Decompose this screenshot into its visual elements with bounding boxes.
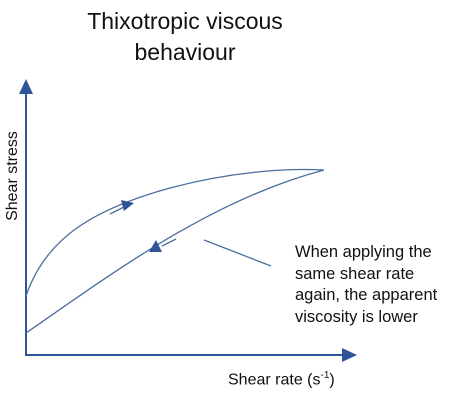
down-arrow-head bbox=[149, 240, 162, 252]
annotation-line-3: again, the apparent bbox=[295, 286, 438, 304]
down-curve bbox=[25, 169, 325, 334]
y-axis-label: Shear stress bbox=[4, 131, 21, 221]
title-line-1: Thixotropic viscous bbox=[87, 8, 283, 34]
annotation-line-4: viscosity is lower bbox=[295, 307, 418, 326]
x-axis-arrowhead bbox=[342, 348, 357, 362]
diagram-title: Thixotropic viscous behaviour bbox=[40, 6, 330, 68]
up-arrow-stem bbox=[109, 206, 125, 215]
x-axis-label-close: ) bbox=[329, 371, 335, 389]
title-line-2: behaviour bbox=[134, 39, 236, 65]
x-axis-label-exponent: -1 bbox=[320, 370, 330, 381]
up-curve bbox=[25, 168, 325, 297]
x-axis-label: Shear rate (s-1) bbox=[228, 370, 335, 389]
up-arrow-head bbox=[121, 200, 134, 211]
annotation-pointer bbox=[203, 239, 272, 267]
annotation-line-2: same shear rate bbox=[295, 264, 415, 283]
x-axis-label-text: Shear rate (s bbox=[228, 371, 321, 389]
annotation-line-1: When applying the bbox=[295, 243, 432, 261]
y-axis-arrowhead bbox=[19, 79, 33, 94]
annotation-text: When applying the same shear rate again,… bbox=[295, 242, 437, 328]
down-arrow-stem bbox=[161, 238, 177, 247]
